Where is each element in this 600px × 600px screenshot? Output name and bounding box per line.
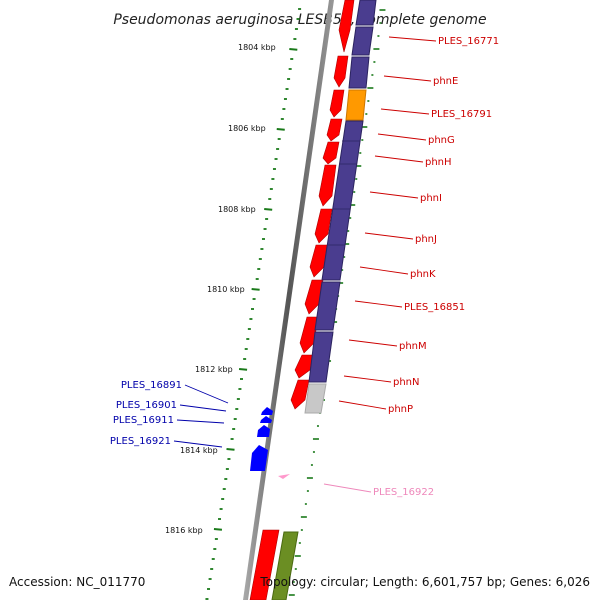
forward-cds-arrow[interactable] [314,208,333,244]
cog-dividers [328,140,360,246]
label-leader-line [338,400,387,410]
gene-label[interactable]: phnJ [415,234,437,245]
gene-label[interactable]: phnI [420,193,442,204]
cog-block [351,26,374,56]
gene-label[interactable]: phnK [410,269,436,280]
label-leader-line [374,155,424,163]
label-leader-line [348,339,398,347]
gene-label[interactable]: PLES_16921 [110,436,171,447]
forward-cds-track [249,0,355,600]
rna-feature-arrow[interactable] [278,474,290,479]
label-leader-line [179,404,227,412]
forward-cds-arrow[interactable] [338,0,355,53]
cog-block [321,120,364,281]
kbp-labels: 1804 kbp 1806 kbp 1808 kbp 1810 kbp 1812… [165,43,276,535]
reverse-cds-arrow[interactable] [250,445,268,471]
gene-label[interactable]: phnE [433,76,458,87]
genome-summary-text: Topology: circular; Length: 6,601,757 bp… [259,575,590,589]
label-leader-line [377,133,427,141]
label-leader-line [388,36,437,42]
reverse-cds-arrow[interactable] [260,416,272,423]
label-leader-line [359,266,409,275]
reverse-cds-group [250,407,273,471]
scale-tick-major [213,528,223,531]
label-leader-line [369,191,419,199]
reverse-cds-arrow[interactable] [257,425,270,437]
label-leader-line [176,419,225,424]
cog-block [348,56,370,89]
cog-block [355,0,377,26]
scale-tick-major [276,128,285,131]
scale-ticks [205,8,302,600]
gene-label-rna[interactable]: PLES_16922 [373,487,434,498]
forward-cds-arrow[interactable] [326,118,343,142]
label-leader-line [173,440,223,448]
cog-block [314,281,341,331]
gene-label[interactable]: phnH [425,157,452,168]
forward-cds-arrow[interactable] [294,354,314,379]
gene-label[interactable]: phnM [399,341,427,352]
forward-cds-arrow[interactable] [304,279,324,315]
kbp-label: 1808 kbp [218,205,256,214]
label-leader-line [354,300,403,308]
map-title: Pseudomonas aeruginosa LESB58, complete … [113,12,486,28]
gene-labels-right: PLES_16771 phnE PLES_16791 phnG phnH phn… [388,36,499,415]
gene-label[interactable]: phnP [388,404,413,415]
label-leader-line [364,232,414,240]
gene-label[interactable]: PLES_16891 [121,380,182,391]
label-leader-line [380,108,430,115]
label-leader-line [383,75,432,82]
cog-block [308,331,334,383]
forward-cds-arrow[interactable] [318,164,337,207]
forward-cds-arrow[interactable] [322,141,340,165]
forward-cds-arrow[interactable] [249,529,280,600]
forward-cds-arrow[interactable] [299,316,319,354]
accession-text: Accession: NC_011770 [9,575,145,589]
scale-tick-major [264,208,273,211]
gene-label[interactable]: PLES_16901 [116,400,177,411]
scale-tick-major [238,368,248,371]
label-leader-line [323,483,372,493]
gene-label[interactable]: PLES_16851 [404,302,465,313]
scale-tick-major [226,448,235,451]
forward-cds-arrow[interactable] [333,55,349,88]
scale-tick-major [289,48,298,51]
cog-block-olive [271,531,299,600]
forward-cds-arrow[interactable] [309,244,328,278]
label-leaders [173,36,437,493]
kbp-label: 1810 kbp [207,285,245,294]
reverse-cds-arrow[interactable] [261,407,273,415]
forward-cds-arrow[interactable] [329,89,345,118]
kbp-label: 1814 kbp [180,446,218,455]
gene-labels-left: PLES_16891 PLES_16901 PLES_16911 PLES_16… [110,380,182,447]
scale-tick-major [251,288,260,291]
label-leader-line [343,375,392,383]
gene-label[interactable]: PLES_16911 [113,415,174,426]
gene-label[interactable]: PLES_16771 [438,36,499,47]
gene-label[interactable]: phnN [393,377,420,388]
cog-block-gray [304,383,327,414]
label-leader-line [184,384,229,404]
cog-category-track [271,0,377,600]
kbp-label: 1816 kbp [165,526,203,535]
gene-label[interactable]: PLES_16791 [431,109,492,120]
forward-cds-arrow[interactable] [290,379,310,410]
gene-label[interactable]: phnG [428,135,455,146]
kbp-label: 1812 kbp [195,365,233,374]
kbp-label: 1806 kbp [228,124,266,133]
kbp-label: 1804 kbp [238,43,276,52]
cog-block-orange [345,89,367,121]
